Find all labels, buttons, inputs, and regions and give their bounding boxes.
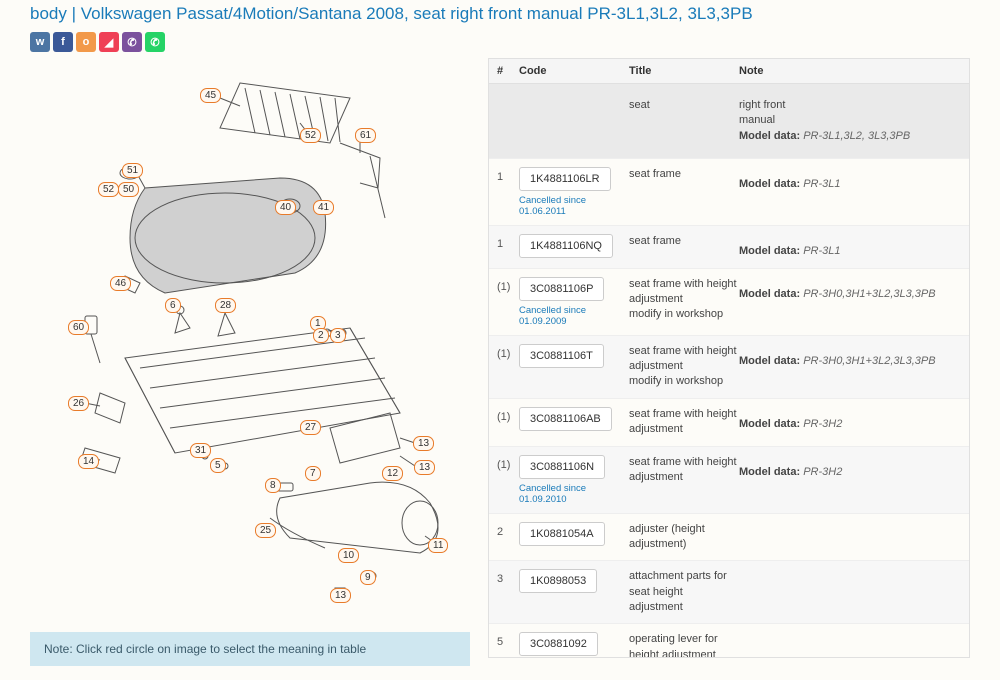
table-header: # Code Title Note (489, 59, 969, 84)
callout-6[interactable]: 6 (165, 298, 181, 313)
table-row: 11K4881106LR Cancelled since 01.06.2011se… (489, 159, 969, 226)
col-title: Title (629, 65, 739, 77)
part-code-button[interactable]: 1K4881106NQ (519, 234, 613, 258)
callout-28[interactable]: 28 (215, 298, 236, 313)
diagram-note: Note: Click red circle on image to selec… (30, 632, 470, 666)
callout-5[interactable]: 5 (210, 458, 226, 473)
vk-share-icon[interactable]: w (30, 32, 50, 52)
table-row: (1)3C0881106N Cancelled since 01.09.2010s… (489, 447, 969, 514)
callout-27[interactable]: 27 (300, 420, 321, 435)
callout-41[interactable]: 41 (313, 200, 334, 215)
header-title: seat (629, 98, 739, 144)
cancelled-note: Cancelled since 01.06.2011 (519, 195, 629, 217)
table-body[interactable]: seatright frontmanualModel data: PR-3L1,… (489, 84, 969, 657)
callout-12[interactable]: 12 (382, 466, 403, 481)
callout-8[interactable]: 8 (265, 478, 281, 493)
col-code: Code (519, 65, 629, 77)
row-note (739, 632, 969, 657)
row-note: Model data: PR-3L1 (739, 167, 969, 217)
row-note: Model data: PR-3H2 (739, 407, 969, 438)
row-title: seat frame with height adjustmentmodify … (629, 277, 739, 327)
part-code-button[interactable]: 3C0881106P (519, 277, 604, 301)
part-code-button[interactable]: 3C0881106T (519, 344, 604, 368)
callout-45[interactable]: 45 (200, 88, 221, 103)
row-title: seat frame with height adjustment (629, 455, 739, 505)
social-share-row: wfo◢✆✆ (30, 32, 970, 52)
col-note: Note (739, 65, 969, 77)
row-num: 2 (489, 522, 519, 553)
callout-7[interactable]: 7 (305, 466, 321, 481)
page-title: body | Volkswagen Passat/4Motion/Santana… (30, 4, 970, 24)
row-note: Model data: PR-3H0,3H1+3L2,3L3,3PB (739, 344, 969, 390)
callout-13[interactable]: 13 (414, 460, 435, 475)
ok-share-icon[interactable]: o (76, 32, 96, 52)
callout-11[interactable]: 11 (428, 538, 448, 553)
callout-13[interactable]: 13 (413, 436, 434, 451)
parts-diagram: 4552615152504041466281602326271313143157… (30, 58, 470, 628)
row-title: operating lever for height adjustment (629, 632, 739, 657)
row-note: Model data: PR-3H0,3H1+3L2,3L3,3PB (739, 277, 969, 327)
callout-14[interactable]: 14 (78, 454, 99, 469)
callout-52[interactable]: 52 (300, 128, 321, 143)
callout-26[interactable]: 26 (68, 396, 89, 411)
callout-51[interactable]: 51 (122, 163, 143, 178)
wa-share-icon[interactable]: ✆ (145, 32, 165, 52)
row-title: adjuster (height adjustment) (629, 522, 739, 553)
cancelled-note: Cancelled since 01.09.2010 (519, 483, 629, 505)
row-num: 1 (489, 167, 519, 217)
row-title: attachment parts for seat height adjustm… (629, 569, 739, 615)
vb-share-icon[interactable]: ✆ (122, 32, 142, 52)
part-code-button[interactable]: 1K4881106LR (519, 167, 611, 191)
callout-60[interactable]: 60 (68, 320, 89, 335)
parts-table: # Code Title Note seatright frontmanualM… (488, 58, 970, 658)
row-num: 5 (489, 632, 519, 657)
part-code-button[interactable]: 1K0898053 (519, 569, 597, 593)
part-code-button[interactable]: 3C0881092 (519, 632, 598, 656)
row-num: 1 (489, 234, 519, 259)
part-code-button[interactable]: 1K0881054A (519, 522, 605, 546)
part-code-button[interactable]: 3C0881106N (519, 455, 605, 479)
row-num: (1) (489, 455, 519, 505)
table-row: 21K0881054A adjuster (height adjustment) (489, 514, 969, 562)
row-num: (1) (489, 344, 519, 390)
row-note: Model data: PR-3L1 (739, 234, 969, 259)
callout-10[interactable]: 10 (338, 548, 359, 563)
row-note (739, 569, 969, 615)
part-code-button[interactable]: 3C0881106AB (519, 407, 612, 431)
table-row: 11K4881106NQ seat frameModel data: PR-3L1 (489, 226, 969, 268)
callout-9[interactable]: 9 (360, 570, 376, 585)
table-row: 53C0881092 operating lever for height adj… (489, 624, 969, 657)
row-note: Model data: PR-3H2 (739, 455, 969, 505)
table-row: (1)3C0881106P Cancelled since 01.09.2009s… (489, 269, 969, 336)
callout-52[interactable]: 52 (98, 182, 119, 197)
callout-50[interactable]: 50 (118, 182, 139, 197)
col-num: # (489, 65, 519, 77)
row-title: seat frame (629, 234, 739, 259)
callout-31[interactable]: 31 (190, 443, 211, 458)
table-row: 31K0898053 attachment parts for seat heig… (489, 561, 969, 624)
callout-3[interactable]: 3 (330, 328, 346, 343)
table-row: (1)3C0881106T seat frame with height adju… (489, 336, 969, 399)
callout-46[interactable]: 46 (110, 276, 131, 291)
pk-share-icon[interactable]: ◢ (99, 32, 119, 52)
callout-13[interactable]: 13 (330, 588, 351, 603)
row-title: seat frame with height adjustment (629, 407, 739, 438)
row-num: (1) (489, 277, 519, 327)
callout-61[interactable]: 61 (355, 128, 376, 143)
row-num: (1) (489, 407, 519, 438)
table-row-header: seatright frontmanualModel data: PR-3L1,… (489, 84, 969, 159)
row-num: 3 (489, 569, 519, 615)
row-title: seat frame with height adjustmentmodify … (629, 344, 739, 390)
cancelled-note: Cancelled since 01.09.2009 (519, 305, 629, 327)
row-title: seat frame (629, 167, 739, 217)
fb-share-icon[interactable]: f (53, 32, 73, 52)
row-note (739, 522, 969, 553)
header-note: right frontmanualModel data: PR-3L1,3L2,… (739, 98, 969, 144)
table-row: (1)3C0881106AB seat frame with height adj… (489, 399, 969, 447)
callout-2[interactable]: 2 (313, 328, 329, 343)
callout-25[interactable]: 25 (255, 523, 276, 538)
callout-40[interactable]: 40 (275, 200, 296, 215)
